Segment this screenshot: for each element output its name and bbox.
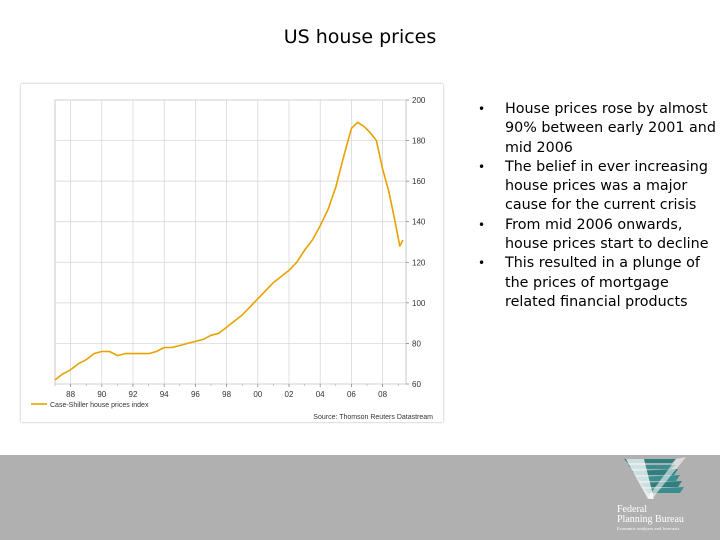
- logo-line-2: Planning Bureau: [617, 514, 684, 525]
- logo-tagline: Economic analyses and forecasts: [617, 526, 680, 531]
- bullet-item: • House prices rose by almost 90% between…: [475, 100, 720, 158]
- slide-title: US house prices: [283, 26, 437, 48]
- house-price-chart: 60 80 100 120 140 160 180 200 88 90 92 94 96 98 00 02 04…: [31, 96, 433, 421]
- x-tick-label: 88: [66, 390, 75, 399]
- bullet-list: • House prices rose by almost 90% between…: [475, 100, 720, 312]
- bullet-dot-icon: •: [478, 102, 486, 116]
- bullet-dot-icon: •: [478, 217, 486, 232]
- x-tick-label: 04: [316, 390, 325, 399]
- y-tick-label: 200: [412, 96, 426, 105]
- x-tick-label: 08: [378, 390, 387, 399]
- y-tick-label: 80: [412, 339, 421, 348]
- y-tick-label: 180: [412, 137, 426, 146]
- x-tick-label: 90: [97, 390, 106, 399]
- x-tick-label: 92: [129, 390, 138, 399]
- x-tick-label: 00: [253, 390, 262, 399]
- bullet-dot-icon: •: [478, 256, 486, 271]
- x-tick-label: 94: [160, 390, 169, 399]
- x-tick-label: 06: [347, 390, 356, 399]
- bullet-item: • The belief in ever increasing house pri…: [475, 158, 720, 216]
- footer-band: [0, 455, 720, 540]
- bullet-text: From mid 2006 onwards, house prices star…: [505, 216, 709, 253]
- legend-label: Case-Shiller house prices index: [50, 402, 149, 409]
- bullet-item: • From mid 2006 onwards, house prices sta…: [475, 216, 720, 255]
- y-tick-label: 160: [412, 177, 426, 186]
- bullet-text: The belief in ever increasing house pric…: [505, 158, 708, 214]
- x-tick-label: 98: [222, 390, 231, 399]
- source-label: Source: Thomson Reuters Datastream: [313, 414, 433, 421]
- x-tick-label: 96: [191, 390, 200, 399]
- logo-line-1: Federal: [617, 504, 647, 515]
- bullet-text: House prices rose by almost 90% between …: [505, 101, 716, 156]
- x-tick-label: 02: [285, 390, 294, 399]
- y-tick-label: 140: [412, 218, 426, 227]
- chart-panel: 60 80 100 120 140 160 180 200 88 90 92 94 96 98 00 02 04…: [21, 84, 443, 422]
- bullet-item: • This resulted in a plunge of the prices…: [475, 254, 720, 312]
- federal-planning-bureau-logo-icon: [624, 457, 686, 499]
- bullet-text: This resulted in a plunge of the prices …: [505, 255, 700, 310]
- series-line: [54, 121, 404, 381]
- bullet-dot-icon: •: [478, 159, 486, 174]
- y-tick-label: 120: [412, 258, 426, 267]
- plot-frame: [54, 99, 407, 385]
- y-tick-label: 60: [412, 380, 421, 389]
- y-tick-label: 100: [412, 299, 426, 308]
